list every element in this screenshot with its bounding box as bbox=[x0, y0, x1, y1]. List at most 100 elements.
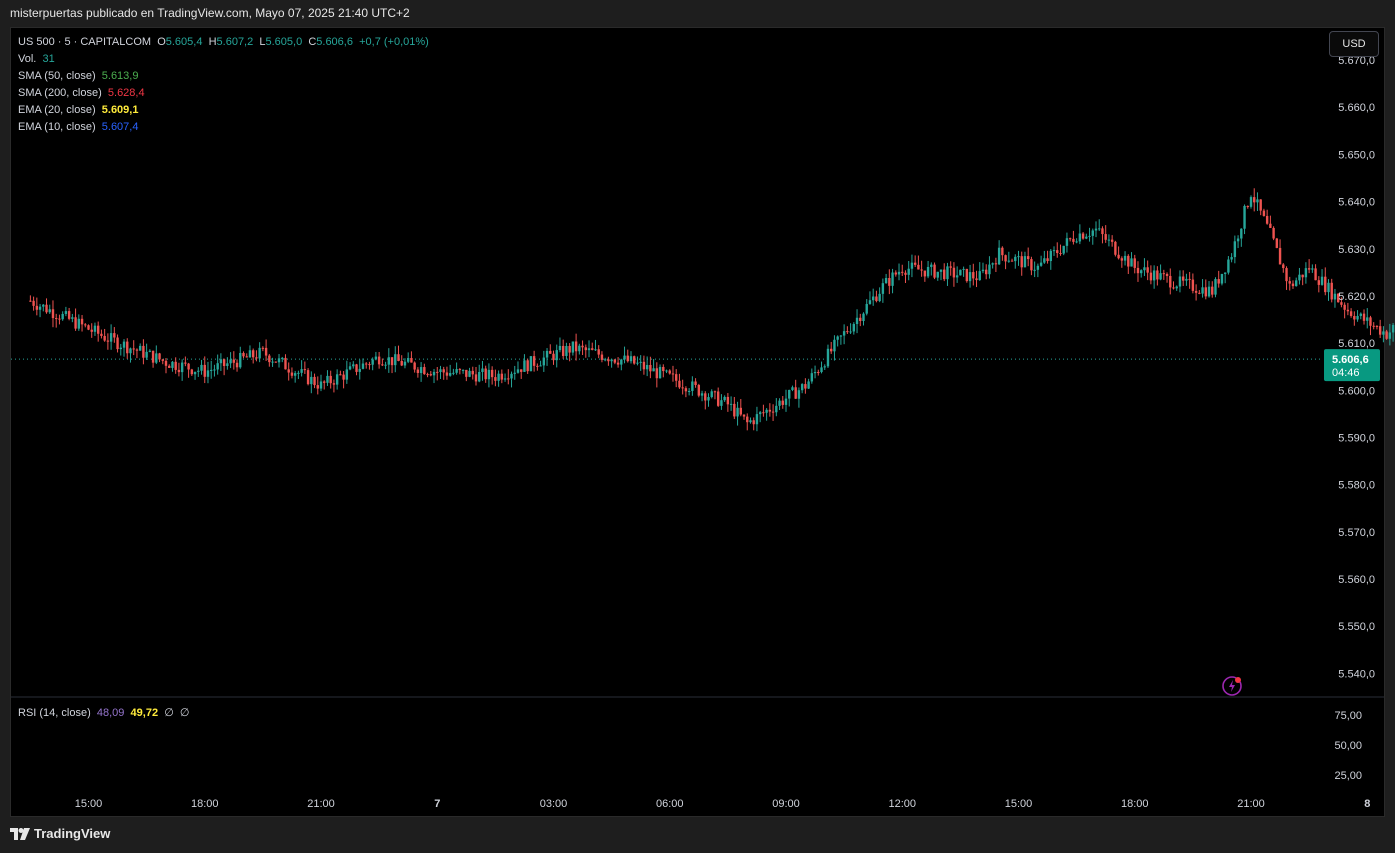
candle-body bbox=[652, 368, 655, 372]
legend-sma200-row[interactable]: SMA (200, close) 5.628,4 bbox=[18, 85, 429, 102]
candle-body bbox=[949, 266, 952, 268]
candle-body bbox=[1162, 273, 1166, 275]
candle-body bbox=[77, 318, 81, 329]
candle-body bbox=[197, 370, 200, 372]
rsi-ma-value: 49,72 bbox=[130, 707, 159, 719]
candle-body bbox=[778, 400, 781, 406]
candle-body bbox=[1094, 228, 1098, 231]
candle-body bbox=[1017, 256, 1020, 258]
candle-body bbox=[820, 367, 823, 373]
candle-body bbox=[1301, 274, 1304, 278]
candle-body bbox=[1356, 315, 1359, 320]
candle-body bbox=[1214, 279, 1217, 295]
candle-body bbox=[1340, 302, 1343, 305]
candle-body bbox=[32, 300, 35, 306]
candle-body bbox=[1314, 268, 1317, 281]
legend-sma50-row[interactable]: SMA (50, close) 5.613,9 bbox=[18, 68, 429, 85]
candle-body bbox=[804, 384, 807, 389]
candle-body bbox=[1014, 256, 1017, 262]
candle-body bbox=[910, 262, 914, 269]
candle-body bbox=[1052, 250, 1056, 252]
candle-body bbox=[126, 341, 129, 354]
candle-body bbox=[507, 378, 510, 380]
candle-body bbox=[913, 262, 917, 265]
candle-body bbox=[394, 354, 397, 366]
candle-body bbox=[1075, 241, 1078, 243]
candle-body bbox=[1172, 287, 1175, 289]
candle-body bbox=[771, 411, 775, 413]
candle-body bbox=[290, 372, 294, 376]
candle-body bbox=[458, 369, 462, 371]
candle-body bbox=[403, 361, 407, 366]
legend-volume-row[interactable]: Vol. 31 bbox=[18, 51, 429, 68]
candle-body bbox=[539, 365, 542, 367]
candle-body bbox=[561, 345, 565, 356]
candle-body bbox=[597, 349, 600, 355]
candle-body bbox=[377, 356, 381, 365]
candle-body bbox=[1265, 215, 1269, 224]
candle-body bbox=[352, 364, 355, 367]
candle-body bbox=[1366, 317, 1369, 321]
candle-body bbox=[210, 369, 213, 371]
candle-body bbox=[1388, 332, 1392, 339]
candle-body bbox=[1143, 267, 1146, 271]
candle-body bbox=[355, 364, 358, 372]
candle-body bbox=[365, 363, 368, 365]
candle-body bbox=[536, 365, 539, 367]
candle-body bbox=[284, 357, 287, 370]
legend-symbol[interactable]: US 500 · 5 · CAPITALCOM bbox=[18, 36, 152, 48]
candle-body bbox=[174, 361, 177, 370]
candle-body bbox=[310, 376, 313, 385]
candle-body bbox=[1165, 273, 1169, 276]
candle-body bbox=[116, 337, 119, 350]
candle-body bbox=[90, 329, 93, 332]
candle-body bbox=[448, 373, 452, 376]
candle-body bbox=[1223, 272, 1227, 274]
rsi-legend[interactable]: RSI (14, close) 48,09 49,72 ∅ ∅ bbox=[18, 706, 190, 719]
chart-frame[interactable] bbox=[10, 27, 1385, 817]
candle-body bbox=[1175, 286, 1178, 289]
candle-body bbox=[710, 391, 713, 398]
candle-body bbox=[51, 309, 55, 319]
candle-body bbox=[1201, 287, 1204, 294]
legend-high-value: 5.607,2 bbox=[216, 36, 254, 48]
candle-body bbox=[1362, 313, 1366, 321]
candle-body bbox=[649, 364, 652, 372]
candle-body bbox=[193, 371, 197, 375]
candle-body bbox=[962, 268, 965, 270]
candle-body bbox=[926, 266, 930, 277]
price-tag-box bbox=[1324, 349, 1380, 382]
candle-body bbox=[1207, 286, 1211, 297]
candle-body bbox=[1117, 254, 1120, 259]
legend-low-label: L bbox=[259, 36, 266, 48]
candle-body bbox=[74, 317, 77, 329]
tradingview-logo[interactable]: TradingView bbox=[10, 826, 110, 841]
candle-body bbox=[678, 380, 681, 388]
candle-body bbox=[339, 374, 342, 376]
candle-body bbox=[332, 383, 336, 385]
candle-body bbox=[1311, 268, 1314, 270]
candle-body bbox=[1288, 281, 1291, 284]
candle-body bbox=[603, 359, 607, 361]
candle-body bbox=[697, 385, 701, 396]
candle-body bbox=[1269, 223, 1272, 228]
legend-ema20-row[interactable]: EMA (20, close) 5.609,1 bbox=[18, 102, 429, 119]
legend-ema10-row[interactable]: EMA (10, close) 5.607,4 bbox=[18, 119, 429, 136]
candle-body bbox=[323, 381, 326, 383]
candle-body bbox=[436, 371, 439, 373]
currency-button[interactable]: USD bbox=[1329, 31, 1379, 57]
lightning-alert-icon[interactable] bbox=[1221, 675, 1243, 697]
candle-body bbox=[1333, 293, 1337, 300]
candle-body bbox=[381, 364, 384, 366]
candle-body bbox=[978, 271, 981, 281]
candle-body bbox=[1194, 290, 1198, 293]
candle-body bbox=[1120, 258, 1124, 261]
candle-body bbox=[1378, 326, 1382, 335]
candle-body bbox=[1330, 282, 1333, 300]
candle-body bbox=[1262, 210, 1266, 216]
candle-body bbox=[397, 354, 400, 362]
candle-body bbox=[600, 354, 604, 360]
candle-body bbox=[794, 387, 797, 399]
candle-body bbox=[972, 272, 975, 279]
